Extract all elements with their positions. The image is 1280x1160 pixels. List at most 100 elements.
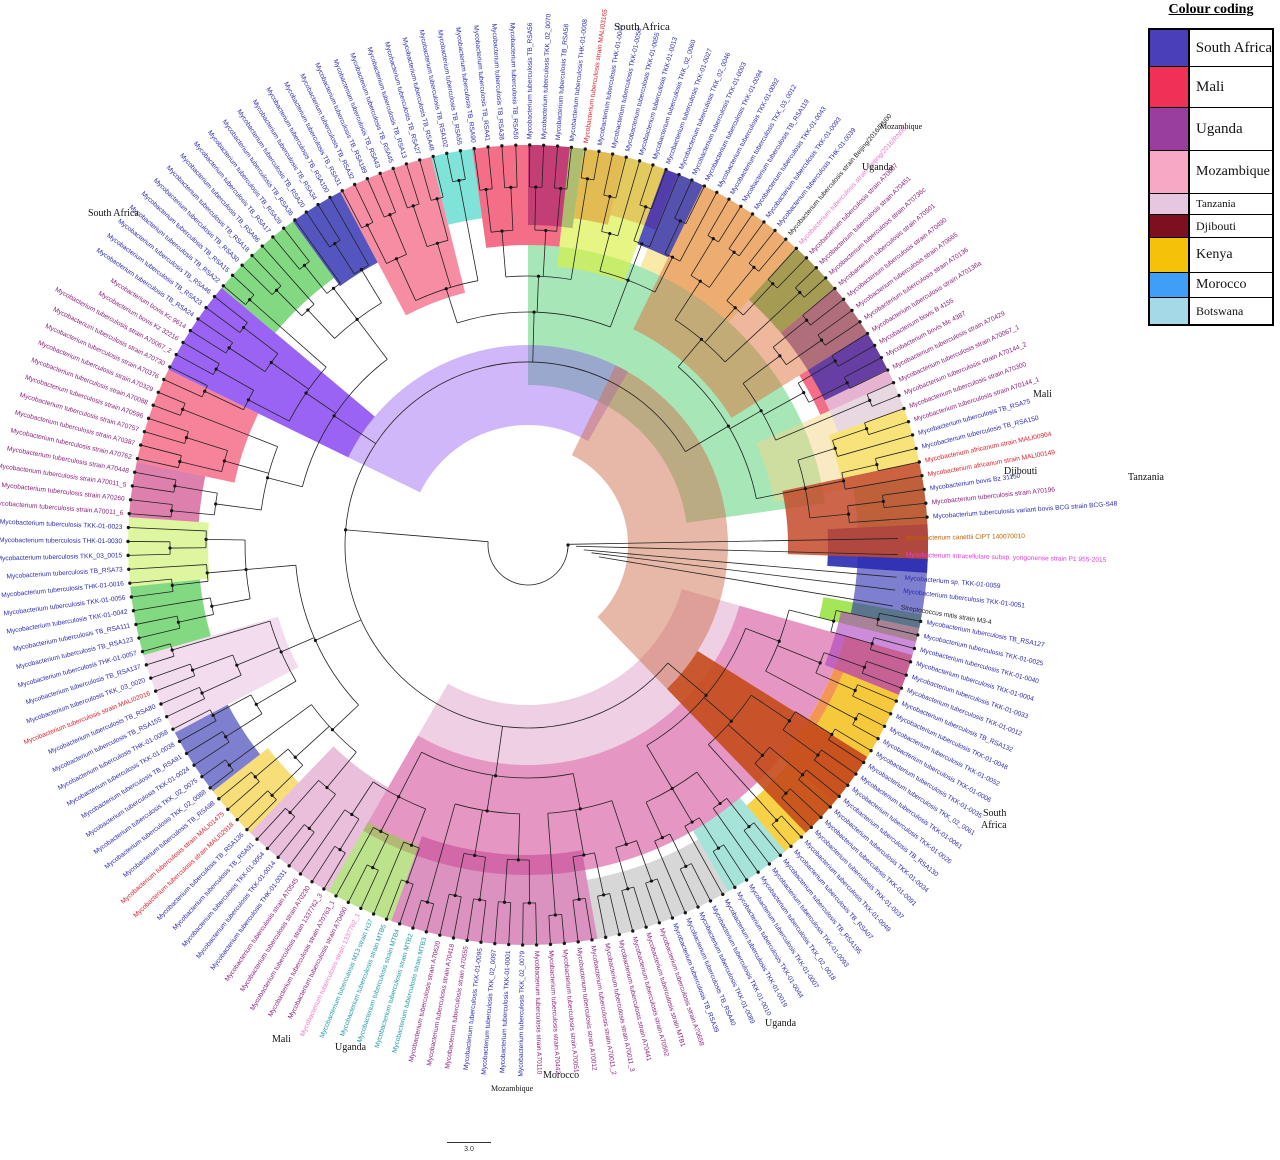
tree-branch xyxy=(501,231,507,277)
tree-branch xyxy=(831,333,868,357)
region-label-south-africa-right-2: Africa xyxy=(981,820,1007,831)
tree-branch xyxy=(704,307,736,343)
clade-sector-17 xyxy=(328,822,419,921)
scale-label: 3.0 xyxy=(464,1146,474,1153)
leaf-tip xyxy=(804,256,809,260)
inner-clade-sector-3 xyxy=(571,365,728,689)
tree-branch xyxy=(229,704,312,766)
region-label-tanzania: Tanzania xyxy=(1128,472,1164,483)
tree-node xyxy=(566,543,570,547)
tree-branch xyxy=(255,748,289,778)
legend-label: Djibouti xyxy=(1196,218,1237,233)
tree-branch xyxy=(691,863,711,902)
leaf-tip xyxy=(721,892,725,897)
tree-branch xyxy=(510,187,514,231)
clade-sector-36 xyxy=(824,369,904,433)
tree-branch xyxy=(251,255,282,287)
root-branch xyxy=(345,529,489,543)
tree-branch xyxy=(197,318,233,344)
leaf-label: Mycobacterium tuberculosis TB_RSA50 xyxy=(508,23,519,140)
tree-branch xyxy=(536,276,539,313)
region-label-mali-right: Mali xyxy=(1033,389,1052,400)
tree-branch xyxy=(419,159,432,201)
tree-node xyxy=(214,502,218,506)
tree-branch xyxy=(786,339,822,366)
leaf-tip xyxy=(597,149,601,154)
tree-branch xyxy=(845,475,923,490)
tree-branch xyxy=(146,655,175,666)
leaf-label: Mycobacterium tuberculosis TKK_02_0097 xyxy=(481,949,498,1075)
tree-node xyxy=(405,880,409,884)
tree-node xyxy=(181,407,185,411)
leaf-label: Mycobacterium tuberculosis variant bovis… xyxy=(933,501,1118,521)
leaf-tip xyxy=(727,197,731,201)
tree-branch xyxy=(140,444,182,456)
leaf-tip xyxy=(750,212,755,216)
legend-label: Mozambique xyxy=(1196,164,1270,179)
clade-sector-40 xyxy=(824,611,920,695)
leaf-label: Mycobacterium tuberculosis TB_RSA07 xyxy=(792,849,874,942)
leaf-tip xyxy=(128,581,132,585)
leaf-tip xyxy=(126,525,131,530)
tree-branch xyxy=(772,319,807,348)
tree-branch xyxy=(803,277,827,298)
leaf-tip xyxy=(171,727,175,731)
tree-node xyxy=(876,617,880,622)
tree-branch xyxy=(639,164,654,206)
tree-branch xyxy=(347,864,368,903)
tree-branch xyxy=(727,724,763,756)
leaf-tip xyxy=(569,145,574,150)
tree-branch xyxy=(667,662,707,696)
leaf-label: Mycobacterium tuberculosis TKK-01-0093 xyxy=(770,867,850,969)
leaf-tip xyxy=(916,633,920,637)
tree-branch xyxy=(649,174,680,247)
tree-branch xyxy=(246,799,277,830)
tree-branch xyxy=(728,213,753,249)
tree-branch xyxy=(243,327,279,354)
tree-branch xyxy=(289,780,319,813)
leaf-tip xyxy=(555,144,560,148)
tree-branch xyxy=(178,614,214,623)
tree-branch xyxy=(698,817,719,849)
tree-branch xyxy=(137,458,179,469)
leaf-tip xyxy=(378,171,382,176)
tree-branch xyxy=(621,890,634,932)
legend-label: Mali xyxy=(1196,78,1225,95)
tree-node xyxy=(841,479,846,483)
clade-sector-34 xyxy=(633,185,868,418)
tree-branch xyxy=(406,847,420,883)
tree-branch xyxy=(517,813,521,860)
tree-branch xyxy=(712,851,736,888)
leaf-tip xyxy=(304,210,309,214)
tree-branch xyxy=(307,309,335,339)
tree-branch xyxy=(148,417,189,433)
tree-branch xyxy=(841,464,877,474)
tree-branch xyxy=(718,206,742,243)
tree-branch xyxy=(777,645,821,664)
tree-branch xyxy=(679,868,699,908)
leaf-tip xyxy=(431,154,435,159)
leaf-tip xyxy=(882,724,887,729)
leaf-tip xyxy=(828,805,832,809)
tree-branch xyxy=(593,151,600,180)
tree-node xyxy=(553,913,557,917)
leaf-tip xyxy=(644,925,648,929)
leaf-tip xyxy=(899,686,904,690)
tree-branch xyxy=(361,269,382,304)
tree-branch xyxy=(671,788,693,823)
leaf-label: Mycobacterium tuberculosis strain A70110 xyxy=(533,951,543,1075)
tree-branch xyxy=(201,674,242,694)
tree-branch xyxy=(131,591,174,598)
tree-node xyxy=(279,650,283,654)
tree-branch xyxy=(798,360,836,384)
leaf-tip xyxy=(876,736,880,741)
tree-node xyxy=(678,219,682,223)
leaf-tip xyxy=(837,794,841,798)
tree-branch xyxy=(821,749,857,775)
tree-branch xyxy=(406,163,420,205)
leaf-tip xyxy=(404,162,409,166)
tree-node xyxy=(397,795,401,799)
leaf-tip xyxy=(310,879,314,884)
tree-branch xyxy=(399,883,414,924)
